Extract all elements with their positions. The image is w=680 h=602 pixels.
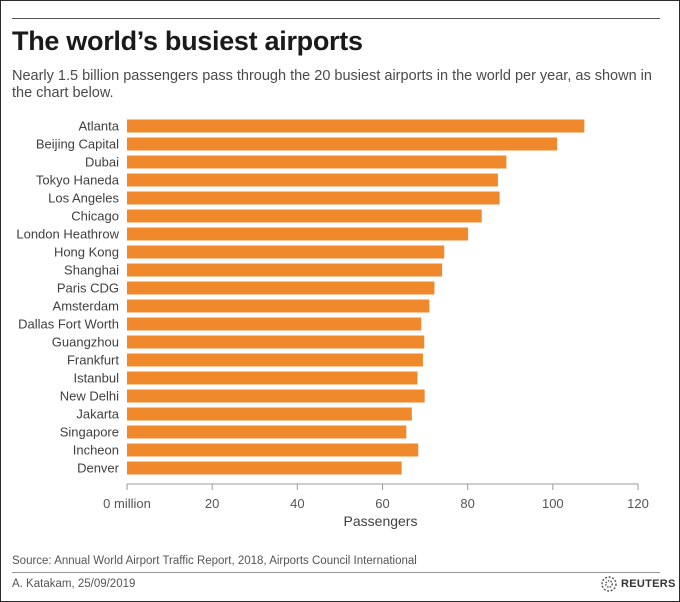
bar-incheon [127,443,419,457]
bar-denver [127,461,402,475]
x-tick-label: 100 [542,496,564,511]
bar-paris-cdg [127,281,435,295]
category-label: Chicago [71,209,119,224]
category-label: Atlanta [79,119,120,134]
bar-tokyo-haneda [127,173,498,187]
bar-jakarta [127,407,412,421]
bar-london-heathrow [127,227,469,241]
bar-hong-kong [127,245,445,259]
category-label: Istanbul [73,371,119,386]
brand-text: REUTERS [621,578,676,590]
category-label: Tokyo Haneda [36,173,120,188]
category-label: Beijing Capital [36,137,119,152]
category-label: Shanghai [64,263,119,278]
bar-istanbul [127,371,418,385]
source-note: Source: Annual World Airport Traffic Rep… [12,555,417,567]
bar-frankfurt [127,353,423,367]
author-date: A. Katakam, 25/09/2019 [12,578,136,590]
bar-atlanta [127,119,585,133]
bar-new-delhi [127,389,425,403]
x-tick-label: 80 [460,496,474,511]
reuters-logo-icon [601,576,617,592]
bar-shanghai [127,263,443,277]
category-label: Jakarta [76,407,119,422]
category-label: Los Angeles [48,191,119,206]
x-tick-label: 40 [290,496,304,511]
brand-logo: REUTERS [601,576,676,592]
category-label: Frankfurt [67,353,119,368]
bar-dallas-fort-worth [127,317,422,331]
bar-chart: Atlanta Beijing Capital Dubai Tokyo Haneda L… [16,119,649,530]
category-label: Denver [77,461,120,476]
bottom-rule [12,572,660,573]
bar-singapore [127,425,407,439]
category-label: Paris CDG [57,281,119,296]
category-label: Singapore [60,425,119,440]
bar-chicago [127,209,482,223]
category-label: Guangzhou [52,335,119,350]
x-tick-label: 0 million [103,496,151,511]
chart-title: The world’s busiest airports [12,26,363,56]
x-tick-label: 120 [627,496,649,511]
chart-subtitle: Nearly 1.5 billion passengers pass throu… [12,68,652,101]
top-rule [12,18,660,19]
x-axis-title: Passengers [344,513,418,529]
x-tick-label: 60 [375,496,389,511]
x-tick-label: 20 [205,496,219,511]
category-label: Amsterdam [53,299,119,314]
bar-guangzhou [127,335,425,349]
category-label: Incheon [73,443,119,458]
bar-amsterdam [127,299,430,313]
bar-beijing-capital [127,137,558,151]
category-label: Dallas Fort Worth [18,317,119,332]
category-label: London Heathrow [16,227,119,242]
category-label: Hong Kong [54,245,119,260]
category-label: Dubai [85,155,119,170]
bar-dubai [127,155,507,169]
category-label: New Delhi [60,389,119,404]
bar-los-angeles [127,191,500,205]
